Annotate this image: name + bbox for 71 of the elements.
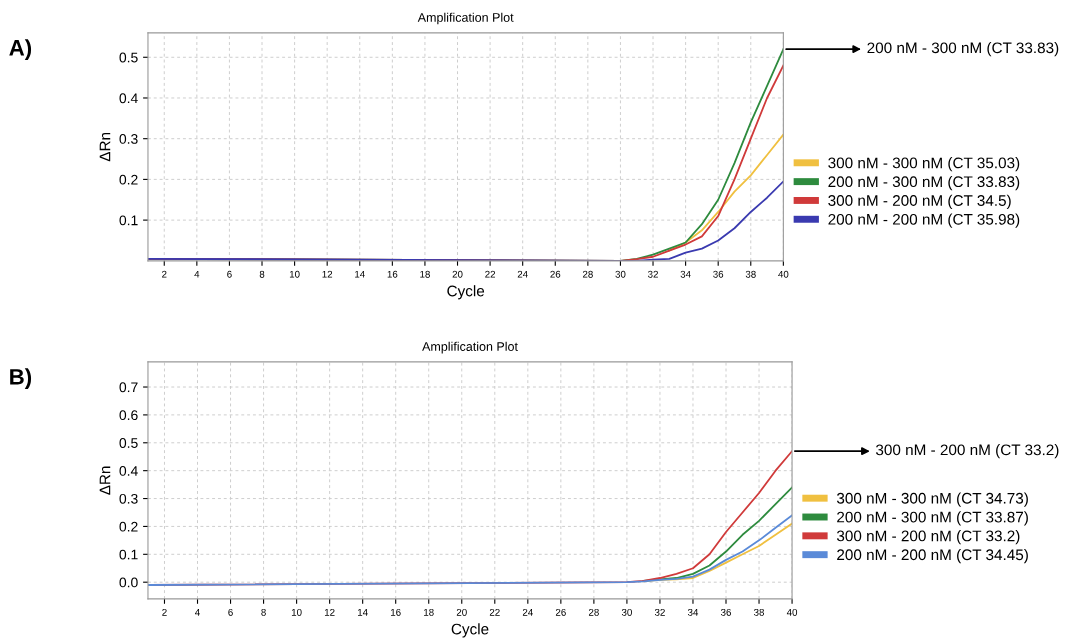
chart-title: Amplification Plot	[417, 12, 514, 25]
x-tick-label: 24	[517, 270, 528, 278]
x-tick-label: 40	[778, 270, 789, 278]
x-axis-title: Cycle	[451, 623, 489, 638]
x-tick-label: 14	[358, 609, 368, 616]
text: A)	[9, 39, 32, 60]
legend-label: 200 nM - 300 nM (CT 33.83)	[828, 175, 1020, 191]
y-tick-label: 0.2	[119, 174, 138, 185]
y-tick-label: 0.4	[119, 466, 138, 476]
x-tick-label: 38	[745, 270, 756, 278]
y-axis-title: ΔRn	[99, 466, 111, 495]
x-tick-label: 22	[489, 608, 500, 616]
x-tick-label: 32	[654, 608, 665, 616]
y-tick-label: 0.3	[119, 134, 138, 144]
y-axis-title: ΔRn	[99, 132, 111, 162]
x-tick-label: 28	[588, 608, 599, 616]
text: B)	[10, 368, 32, 390]
legend-label: 300 nM - 200 nM (CT 33.2)	[836, 530, 1020, 545]
x-tick-label: 24	[522, 608, 533, 616]
y-tick-label: 0.4	[119, 93, 138, 104]
legend-label: 200 nM - 200 nM (CT 35.98)	[828, 213, 1020, 228]
x-tick-label: 38	[754, 608, 765, 616]
x-tick-label: 26	[555, 608, 566, 616]
x-tick-label: 12	[324, 608, 335, 616]
chart-title: Amplification Plot	[422, 341, 518, 354]
y-tick-label: 0.2	[119, 521, 138, 532]
y-tick-label: 0.3	[119, 493, 138, 504]
x-tick-label: 8	[261, 608, 266, 616]
x-tick-label: 8	[259, 270, 265, 278]
x-tick-label: 18	[420, 270, 430, 278]
legend-label: 300 nM - 300 nM (CT 34.73)	[836, 492, 1028, 507]
x-tick-label: 10	[291, 608, 302, 616]
x-tick-label: 34	[687, 608, 699, 616]
x-tick-label: 36	[713, 270, 724, 278]
annotation: 200 nM - 300 nM (CT 33.83)	[867, 42, 1059, 57]
x-axis-title: Cycle	[447, 285, 485, 300]
x-tick-label: 2	[162, 270, 167, 278]
x-tick-label: 32	[647, 270, 658, 278]
x-tick-label: 22	[485, 270, 496, 278]
y-tick-label: 0.5	[119, 52, 138, 63]
x-tick-label: 6	[227, 270, 232, 278]
x-tick-label: 2	[162, 608, 167, 616]
x-tick-label: 16	[391, 608, 401, 616]
x-tick-label: 20	[456, 608, 467, 616]
x-tick-label: 14	[355, 270, 365, 278]
y-tick-label: 0.0	[119, 577, 138, 588]
x-tick-label: 20	[452, 270, 463, 278]
y-tick-label: 0.6	[119, 410, 138, 421]
legend-label: 200 nM - 200 nM (CT 34.45)	[837, 548, 1028, 564]
x-tick-label: 18	[424, 608, 434, 616]
annotation: 300 nM - 200 nM (CT 33.2)	[875, 444, 1059, 459]
x-tick-label: 40	[786, 608, 798, 616]
y-tick-label: 0.1	[119, 215, 138, 226]
legend-label: 300 nM - 300 nM (CT 35.03)	[828, 157, 1020, 172]
x-tick-label: 4	[195, 609, 200, 616]
x-tick-label: 10	[289, 270, 300, 278]
y-tick-label: 0.1	[119, 549, 138, 560]
y-tick-label: 0.7	[119, 382, 138, 393]
x-tick-label: 4	[194, 270, 200, 278]
y-tick-label: 0.5	[119, 438, 138, 448]
x-tick-label: 6	[228, 608, 233, 616]
legend-label: 200 nM - 300 nM (CT 33.87)	[837, 511, 1028, 526]
x-tick-label: 28	[582, 270, 593, 278]
x-tick-label: 26	[550, 270, 561, 278]
x-tick-label: 36	[720, 608, 731, 616]
x-tick-label: 30	[615, 270, 626, 278]
x-tick-label: 12	[322, 270, 333, 278]
x-tick-label: 16	[387, 270, 398, 278]
x-tick-label: 30	[621, 608, 632, 616]
legend-label: 300 nM - 200 nM (CT 34.5)	[828, 194, 1011, 209]
x-tick-label: 34	[680, 270, 691, 278]
